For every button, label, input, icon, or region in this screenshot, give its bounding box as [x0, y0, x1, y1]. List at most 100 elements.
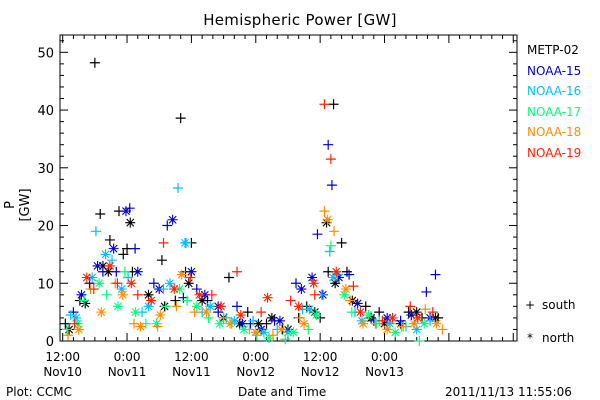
marker-legend-south-label: south [542, 298, 576, 312]
north-marker [288, 327, 299, 338]
south-marker [248, 315, 259, 326]
south-marker [312, 229, 323, 240]
north-marker [225, 318, 236, 329]
north-marker [379, 318, 390, 329]
chart-axes [59, 34, 518, 342]
north-marker [331, 266, 342, 277]
south-marker [244, 324, 255, 335]
south-marker [132, 289, 143, 300]
south-marker [63, 330, 74, 341]
south-marker [185, 272, 196, 283]
south-marker [148, 278, 159, 289]
south-marker [325, 240, 336, 251]
north-marker [311, 310, 322, 321]
x-tick-label-time: 12:00 [174, 350, 209, 364]
south-marker [175, 113, 186, 124]
north-marker [71, 312, 82, 323]
north-marker [262, 292, 273, 303]
south-marker [156, 255, 167, 266]
south-marker [101, 289, 112, 300]
south-marker [152, 321, 163, 332]
south-marker [329, 226, 340, 237]
south-marker [89, 57, 100, 68]
south-marker [118, 249, 129, 260]
north-marker [135, 321, 146, 332]
north-marker [293, 301, 304, 312]
south-marker [405, 301, 416, 312]
x-tick-label-time: 0:00 [242, 350, 269, 364]
north-marker [390, 327, 401, 338]
north-marker [104, 260, 115, 271]
marker-legend-south: + south [524, 298, 576, 312]
south-marker [112, 278, 123, 289]
north-marker [167, 214, 178, 225]
south-marker [223, 272, 234, 283]
series-noaa-15 [68, 139, 441, 335]
north-marker [73, 324, 84, 335]
series-noaa-17 [61, 240, 430, 346]
south-marker [427, 307, 438, 318]
south-marker [269, 315, 280, 326]
north-marker [169, 284, 180, 295]
south-marker [396, 321, 407, 332]
south-marker [97, 266, 108, 277]
x-tick-label-date: Nov10 [43, 365, 82, 379]
north-marker [214, 318, 225, 329]
south-marker [182, 295, 193, 306]
north-marker [76, 289, 87, 300]
south-marker [79, 295, 90, 306]
north-marker [387, 312, 398, 323]
north-marker [174, 284, 185, 295]
legend: METP-02 NOAA-15 NOAA-16 NOAA-17 NOAA-18 … [527, 40, 581, 163]
north-marker [304, 304, 315, 315]
north-marker [309, 307, 320, 318]
south-marker [129, 318, 140, 329]
south-marker [162, 220, 173, 231]
footer-timestamp: 2011/11/13 11:55:06 [445, 385, 572, 399]
series-noaa-19 [69, 99, 438, 329]
south-marker [324, 246, 335, 257]
north-marker [194, 289, 205, 300]
south-marker [395, 315, 406, 326]
south-marker [370, 318, 381, 329]
north-marker [92, 260, 103, 271]
north-marker [108, 243, 119, 254]
footer-plot-credit: Plot: CCMC [6, 385, 72, 399]
y-tick-label: 30 [37, 162, 54, 177]
north-marker [382, 324, 393, 335]
north-marker [382, 312, 393, 323]
north-marker [151, 318, 162, 329]
north-marker [130, 307, 141, 318]
plus-marker-icon: + [524, 298, 536, 312]
south-marker [95, 208, 106, 219]
series-metp-02 [60, 57, 444, 335]
north-marker [126, 278, 137, 289]
south-marker [360, 301, 371, 312]
south-marker [189, 307, 200, 318]
x-tick-label-time: 0:00 [371, 350, 398, 364]
plot-frame [59, 34, 518, 342]
north-marker [116, 284, 127, 295]
north-marker [186, 266, 197, 277]
south-marker [181, 237, 192, 248]
north-marker [258, 327, 269, 338]
north-marker [103, 266, 114, 277]
y-tick-label: 20 [37, 220, 54, 235]
north-marker [264, 333, 275, 344]
y-tick-label: 40 [37, 104, 54, 119]
south-marker [267, 330, 278, 341]
north-marker [299, 318, 310, 329]
x-tick-label-date: Nov12 [301, 365, 340, 379]
north-marker [191, 301, 202, 312]
south-marker [345, 295, 356, 306]
south-marker [430, 269, 441, 280]
north-marker [94, 278, 105, 289]
north-marker [176, 269, 187, 280]
north-marker [412, 312, 423, 323]
south-marker [123, 272, 134, 283]
south-marker [119, 266, 130, 277]
north-marker [308, 278, 319, 289]
south-marker [90, 226, 101, 237]
south-marker [326, 180, 337, 191]
chart-ticks: 0102030405012:00Nov100:00Nov1112:00Nov11… [37, 35, 517, 379]
